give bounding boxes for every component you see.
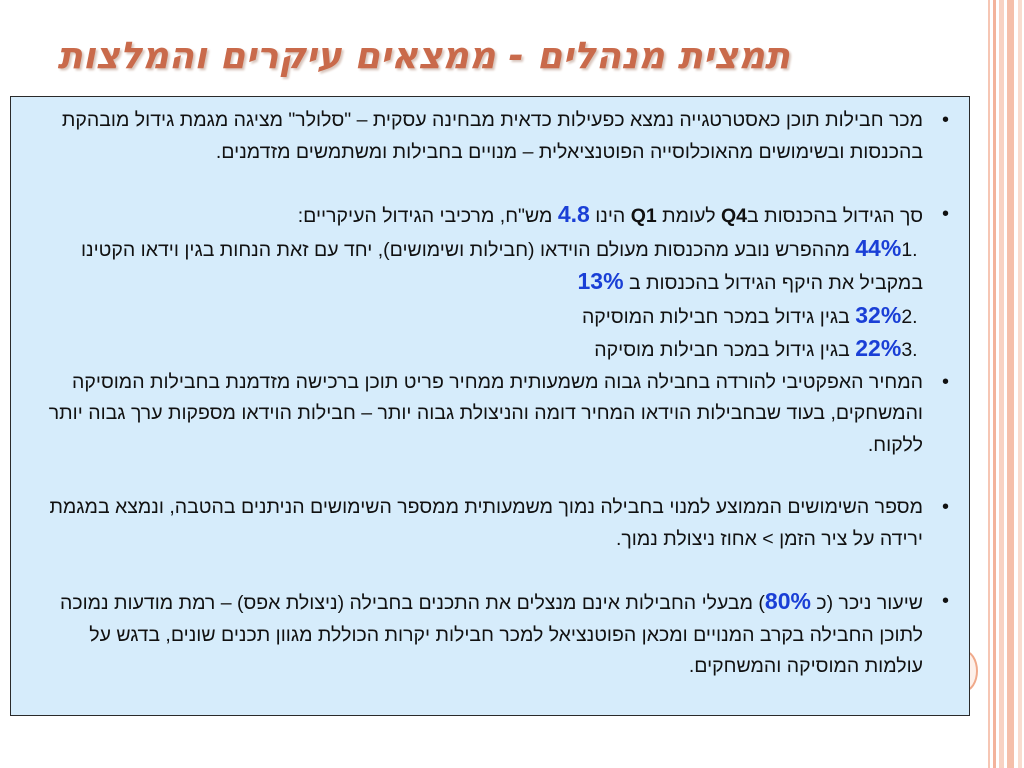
bullet-list: מכר חבילות תוכן כאסטרטגייה נמצא כפעילות … xyxy=(35,105,955,683)
stripe xyxy=(988,0,990,768)
slide-title: תמצית מנהלים - ממצאים עיקרים והמלצות xyxy=(57,34,790,77)
bullet-text-part: סך הגידול בהכנסות ב xyxy=(747,205,923,227)
sub-item-music-sales: 3. 22% בגין גידול במכר חבילות מוסיקה xyxy=(35,333,923,367)
percentage-value: 32% xyxy=(855,301,902,328)
percentage-value: 13% xyxy=(577,268,624,294)
percentage-value: 80% xyxy=(764,588,811,614)
quarter-label: Q1 xyxy=(630,205,657,227)
decorative-stripes xyxy=(984,0,1024,768)
bullet-item-effective-price: המחיר האפקטיבי להורדה בחבילה גבוה משמעות… xyxy=(35,367,955,462)
bullet-text-part: מש"ח, מרכיבי הגידול העיקריים: xyxy=(297,205,558,227)
bullet-text-part: שיעור ניכר (כ xyxy=(810,592,923,614)
bullet-text-part: ) מבעלי החבילות אינם מנצלים את התכנים בח… xyxy=(59,592,923,677)
bullet-text: המחיר האפקטיבי להורדה בחבילה גבוה משמעות… xyxy=(48,370,923,456)
bullet-item-revenue-growth: סך הגידול בהכנסות בQ4 לעומת Q1 הינו 4.8 … xyxy=(35,199,955,367)
sub-item-text: בגין גידול במכר חבילות מוסיקה xyxy=(594,339,856,361)
stripe xyxy=(1018,0,1022,768)
stripe xyxy=(1007,0,1014,768)
sub-item-number: 3. xyxy=(901,339,923,361)
bullet-item-zero-utilization: שיעור ניכר (כ 80%) מבעלי החבילות אינם מנ… xyxy=(35,586,955,683)
bullet-list-container: מכר חבילות תוכן כאסטרטגייה נמצא כפעילות … xyxy=(35,105,955,683)
bullet-text: מכר חבילות תוכן כאסטרטגייה נמצא כפעילות … xyxy=(61,109,923,163)
bullet-text-part: הינו xyxy=(589,205,631,227)
percentage-value: 22% xyxy=(855,335,902,361)
quarter-label: Q4 xyxy=(721,205,748,227)
sub-item-video: 1. 44% מההפרש נובע מהכנסות מעולם הוידאו … xyxy=(35,233,923,300)
percentage-value: 44% xyxy=(855,234,902,261)
sub-item-music-growth: 2. 32% בגין גידול במכר חבילות המוסיקה xyxy=(35,300,923,334)
sub-item-number: 1. xyxy=(901,238,923,261)
sub-item-text: בגין גידול במכר חבילות המוסיקה xyxy=(581,305,856,328)
bullet-text-part: לעומת xyxy=(656,205,721,227)
sub-item-number: 2. xyxy=(901,305,923,328)
stripe xyxy=(993,0,996,768)
bullet-item-average-usage: מספר השימושים הממוצע למנוי בחבילה נמוך מ… xyxy=(35,492,955,555)
bullet-text: מספר השימושים הממוצע למנוי בחבילה נמוך מ… xyxy=(49,496,923,550)
growth-amount: 4.8 xyxy=(557,201,590,227)
sub-item-text: מההפרש נובע מהכנסות מעולם הוידאו (חבילות… xyxy=(80,238,923,295)
stripe xyxy=(999,0,1004,768)
bullet-item-revenue-strategy: מכר חבילות תוכן כאסטרטגייה נמצא כפעילות … xyxy=(35,105,955,168)
content-box: מכר חבילות תוכן כאסטרטגייה נמצא כפעילות … xyxy=(10,96,970,716)
